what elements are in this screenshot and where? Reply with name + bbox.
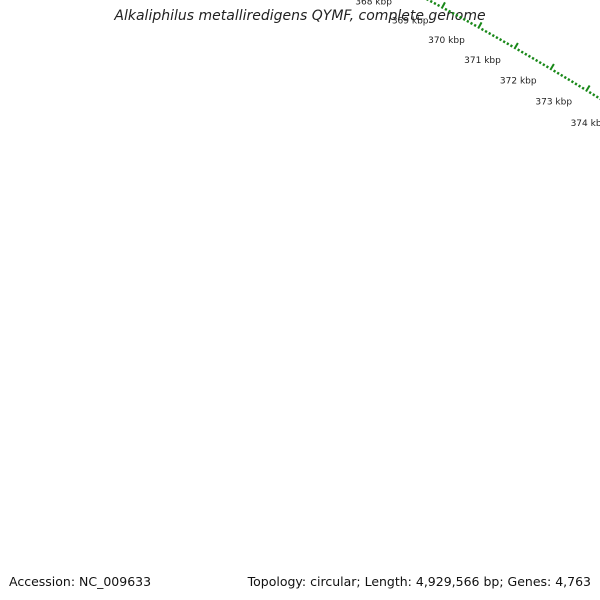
inner-tick [556, 71, 560, 75]
inner-tick [524, 52, 528, 56]
genome-summary-text: Topology: circular; Length: 4,929,566 bp… [247, 574, 591, 589]
inner-tick [495, 35, 499, 40]
inner-tick [567, 77, 571, 82]
inner-tick [477, 21, 483, 30]
inner-tick [545, 65, 549, 69]
inner-tick [595, 95, 599, 99]
inner-tick [570, 80, 574, 84]
inner-tick [425, 0, 429, 2]
inner-tick [588, 90, 592, 95]
inner-tick [444, 7, 448, 12]
inner-tick [527, 54, 531, 58]
inner-tick [455, 13, 459, 17]
tick-label: 372 kbp [500, 77, 537, 87]
inner-tick [466, 19, 470, 23]
inner-tick [577, 84, 582, 88]
inner-tick [585, 85, 591, 93]
inner-tick [517, 48, 521, 52]
inner-tick-marks [425, 0, 600, 101]
inner-tick [458, 15, 463, 19]
tick-label: 374 kbp [571, 119, 600, 129]
accession-text: Accession: NC_009633 [9, 574, 152, 589]
inner-tick [488, 31, 492, 36]
inner-tick [447, 9, 452, 14]
inner-tick [437, 3, 441, 8]
inner-tick [581, 86, 585, 90]
inner-tick [484, 29, 488, 34]
inner-tick [480, 27, 484, 32]
inner-tick [535, 58, 539, 63]
inner-tick [502, 40, 506, 44]
genome-backbone [599, 0, 600, 1]
inner-tick [433, 1, 437, 6]
inner-tick [462, 17, 466, 21]
inner-tick [560, 73, 564, 77]
inner-tick [491, 33, 495, 38]
inner-tick [429, 0, 433, 4]
inner-tick [498, 38, 503, 42]
inner-tick [563, 75, 567, 80]
inner-tick [552, 69, 557, 73]
inner-tick [538, 60, 542, 65]
backbone-line [599, 0, 600, 1]
inner-tick [451, 11, 455, 15]
inner-tick [520, 50, 524, 54]
inner-tick [509, 44, 513, 48]
inner-tick [469, 21, 474, 26]
inner-tick [513, 42, 519, 50]
tick-label: 369 kbp [392, 16, 429, 26]
tick-label: 373 kbp [535, 98, 572, 108]
tick-label: 370 kbp [428, 36, 465, 46]
tick-label: 368 kbp [355, 0, 392, 7]
inner-tick [506, 42, 510, 46]
inner-tick [592, 93, 596, 97]
inner-tick [574, 82, 578, 86]
map-title: Alkaliphilus metalliredigens QYMF, compl… [114, 8, 486, 24]
inner-tick [440, 1, 446, 9]
inner-tick [473, 23, 477, 28]
inner-tick [549, 63, 555, 71]
inner-tick [542, 63, 546, 67]
inner-tick [531, 56, 535, 61]
tick-label: 371 kbp [464, 56, 501, 66]
